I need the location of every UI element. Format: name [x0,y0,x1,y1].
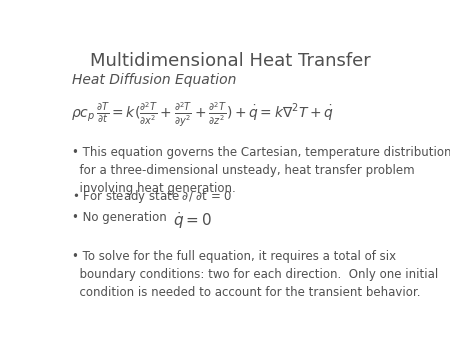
Text: Heat Diffusion Equation: Heat Diffusion Equation [72,73,236,87]
Text: • No generation: • No generation [72,211,166,224]
Text: • To solve for the full equation, it requires a total of six
  boundary conditio: • To solve for the full equation, it req… [72,250,438,299]
Text: • This equation governs the Cartesian, temperature distribution
  for a three-di: • This equation governs the Cartesian, t… [72,146,450,195]
Text: $\dot{q} = 0$: $\dot{q} = 0$ [173,210,212,231]
Text: • For steady state $\partial$/ $\partial$t = 0: • For steady state $\partial$/ $\partial… [72,188,232,204]
Text: $\rho c_p \, \frac{\partial T}{\partial t} = k(\frac{\partial^2 T}{\partial x^2}: $\rho c_p \, \frac{\partial T}{\partial … [71,100,334,128]
Text: Multidimensional Heat Transfer: Multidimensional Heat Transfer [90,52,371,70]
